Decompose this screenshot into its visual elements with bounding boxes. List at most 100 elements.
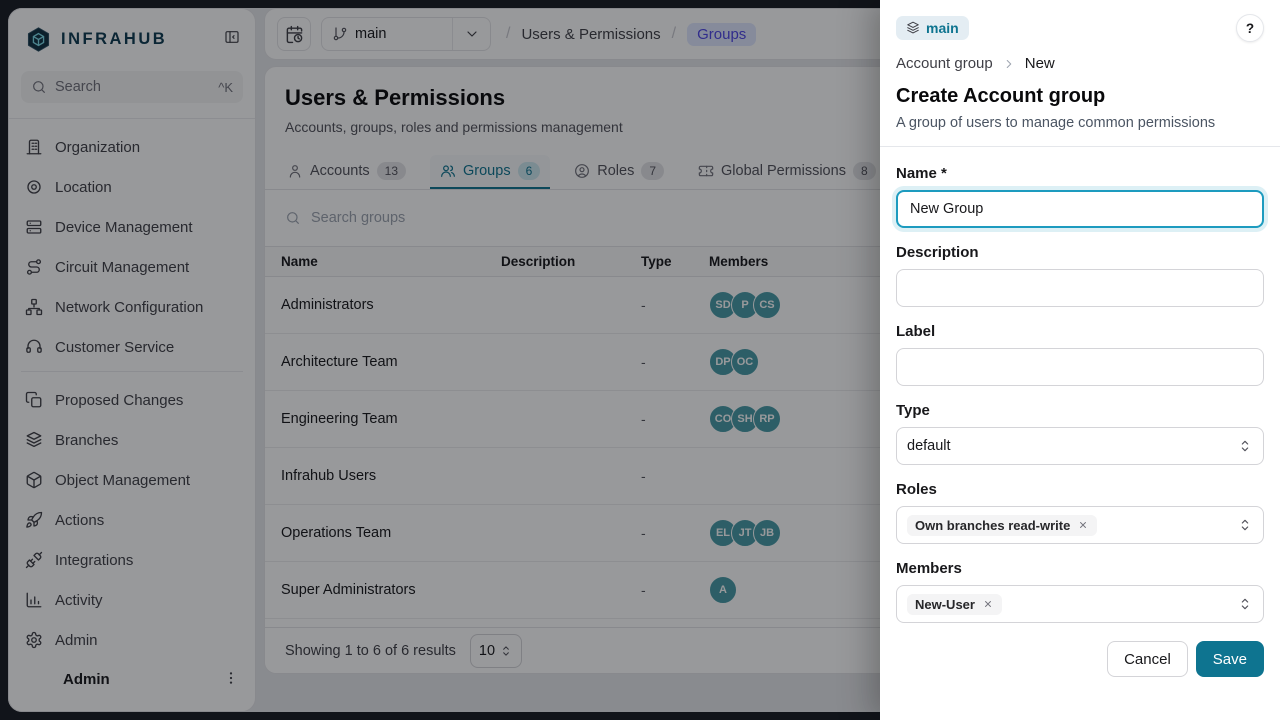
page-title: Users & Permissions bbox=[285, 85, 506, 110]
member-avatar: JT bbox=[731, 519, 759, 547]
drawer-breadcrumb-current: New bbox=[1024, 55, 1055, 72]
table-row[interactable]: Super Administrators - A bbox=[265, 562, 1271, 619]
git-branch-icon bbox=[332, 26, 348, 42]
table-row[interactable]: Infrahub Users - bbox=[265, 448, 1271, 505]
sidebar-item-customer-service[interactable]: Customer Service bbox=[17, 327, 247, 367]
selected-option-chip: New-User bbox=[907, 593, 1002, 615]
sidebar-item-integrations[interactable]: Integrations bbox=[17, 540, 247, 580]
save-button[interactable]: Save bbox=[1195, 641, 1264, 677]
breadcrumb: / Users & Permissions / Groups bbox=[506, 22, 757, 46]
sidebar-item-actions[interactable]: Actions bbox=[17, 500, 247, 540]
sidebar-item-admin[interactable]: Admin bbox=[17, 620, 247, 660]
drawer-actions: Cancel Save bbox=[880, 641, 1280, 677]
sidebar-item-label: Location bbox=[55, 178, 112, 196]
user-menu-button[interactable] bbox=[219, 667, 243, 691]
cancel-button[interactable]: Cancel bbox=[1107, 641, 1188, 677]
table-row[interactable]: Operations Team - EL JT JB bbox=[265, 505, 1271, 562]
drawer-title: Create Account group bbox=[896, 85, 1106, 107]
plug-icon bbox=[25, 551, 43, 569]
tab-label: Global Permissions bbox=[721, 163, 846, 179]
kebab-icon bbox=[223, 670, 239, 686]
help-button[interactable]: ? bbox=[1236, 14, 1264, 42]
breadcrumb-section[interactable]: Users & Permissions bbox=[521, 25, 661, 43]
page-size-select[interactable]: 10 bbox=[469, 633, 523, 668]
sidebar-item-label: Object Management bbox=[55, 471, 191, 489]
sidebar-item-network-configuration[interactable]: Network Configuration bbox=[17, 287, 247, 327]
sidebar-item-object-management[interactable]: Object Management bbox=[17, 460, 247, 500]
sidebar-item-proposed-changes[interactable]: Proposed Changes bbox=[17, 380, 247, 420]
sidebar-item-device-management[interactable]: Device Management bbox=[17, 207, 247, 247]
member-avatar: OC bbox=[731, 348, 759, 376]
tab-count-badge: 13 bbox=[376, 162, 407, 180]
table-row[interactable]: Architecture Team - DP OC bbox=[265, 334, 1271, 391]
remove-chip-icon[interactable] bbox=[1077, 519, 1089, 531]
avatar: A bbox=[31, 671, 43, 687]
group-name-cell: Architecture Team bbox=[281, 354, 398, 370]
member-avatar: CS bbox=[753, 291, 781, 319]
group-name-cell: Operations Team bbox=[281, 525, 392, 541]
sidebar-item-label: Proposed Changes bbox=[55, 391, 184, 409]
member-avatar: A bbox=[709, 576, 737, 604]
route-icon bbox=[25, 258, 43, 276]
search-icon bbox=[285, 210, 301, 226]
page-subtitle: Accounts, groups, roles and permissions … bbox=[285, 119, 623, 135]
table-body: Administrators - SD P CS Architecture Team - DP… bbox=[265, 277, 1271, 619]
group-type-cell: - bbox=[641, 411, 646, 427]
roles-select[interactable]: Own branches read-write bbox=[896, 506, 1264, 544]
sidebar-item-label: Circuit Management bbox=[55, 258, 190, 276]
gear-icon bbox=[25, 631, 43, 649]
group-members-cell: EL JT JB bbox=[709, 519, 1271, 547]
breadcrumb-current[interactable]: Groups bbox=[687, 22, 757, 46]
sidebar-divider bbox=[9, 118, 255, 119]
tab-label: Roles bbox=[597, 163, 635, 179]
search-shortcut: ^K bbox=[218, 79, 233, 95]
drawer-divider bbox=[880, 146, 1280, 147]
drawer-branch-badge: main bbox=[896, 16, 969, 40]
sidebar-user: A Admin bbox=[21, 657, 243, 701]
type-select-value: default bbox=[907, 438, 951, 454]
member-avatar: RP bbox=[753, 405, 781, 433]
sidebar-search[interactable]: Search ^K bbox=[21, 71, 243, 103]
description-field[interactable] bbox=[896, 269, 1264, 307]
sidebar-item-activity[interactable]: Activity bbox=[17, 580, 247, 620]
rocket-icon bbox=[25, 511, 43, 529]
tab-roles[interactable]: Roles 7 bbox=[564, 155, 674, 189]
drawer-breadcrumb-parent[interactable]: Account group bbox=[896, 55, 993, 72]
selected-option-chip: Own branches read-write bbox=[907, 514, 1098, 536]
sidebar-item-organization[interactable]: Organization bbox=[17, 127, 247, 167]
bar-chart-icon bbox=[25, 591, 43, 609]
column-header-type: Type bbox=[641, 254, 672, 269]
sidebar-item-label: Admin bbox=[55, 631, 98, 649]
sidebar-item-circuit-management[interactable]: Circuit Management bbox=[17, 247, 247, 287]
remove-chip-icon[interactable] bbox=[982, 598, 994, 610]
ticket-icon bbox=[698, 163, 714, 179]
breadcrumb-separator: / bbox=[506, 25, 511, 42]
tab-global-permissions[interactable]: Global Permissions 8 bbox=[688, 155, 886, 189]
table-row[interactable]: Administrators - SD P CS bbox=[265, 277, 1271, 334]
cube-icon bbox=[25, 471, 43, 489]
sidebar-item-label: Actions bbox=[55, 511, 105, 529]
label-field[interactable] bbox=[896, 348, 1264, 386]
tabs: Accounts 13 Groups 6 Roles 7 Global Permission… bbox=[265, 155, 1271, 190]
members-select[interactable]: New-User bbox=[896, 585, 1264, 623]
roles-field-label: Roles bbox=[896, 481, 937, 498]
tab-groups[interactable]: Groups 6 bbox=[430, 155, 551, 189]
sidebar-item-location[interactable]: Location bbox=[17, 167, 247, 207]
tab-accounts[interactable]: Accounts 13 bbox=[277, 155, 416, 189]
name-field-label: Name * bbox=[896, 165, 947, 182]
type-select[interactable]: default bbox=[896, 427, 1264, 465]
circle-user-icon bbox=[574, 163, 590, 179]
logo: INFRAHUB bbox=[9, 9, 255, 55]
branch-selector[interactable]: main bbox=[321, 17, 491, 51]
chevrons-up-down-icon bbox=[499, 644, 513, 658]
name-field[interactable] bbox=[896, 190, 1264, 228]
group-name-cell: Engineering Team bbox=[281, 411, 398, 427]
sidebar-collapse-button[interactable] bbox=[221, 27, 243, 49]
headset-icon bbox=[25, 338, 43, 356]
table-row[interactable]: Engineering Team - CO SH RP bbox=[265, 391, 1271, 448]
label-field-label: Label bbox=[896, 323, 936, 340]
sidebar-item-branches[interactable]: Branches bbox=[17, 420, 247, 460]
group-type-cell: - bbox=[641, 525, 646, 541]
time-travel-button[interactable] bbox=[277, 17, 311, 51]
